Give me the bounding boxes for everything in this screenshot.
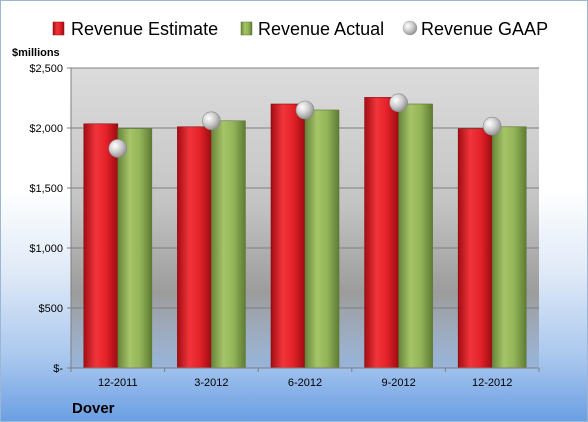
y-tick-label: $1,500 <box>29 183 63 195</box>
legend: Revenue Estimate Revenue Actual Revenue … <box>52 19 548 39</box>
marker-revenue-gaap <box>108 139 128 158</box>
legend-marker-gaap <box>402 20 418 36</box>
bar-revenue-estimate <box>177 126 212 369</box>
bar-revenue-estimate <box>457 128 493 369</box>
legend-label-actual: Revenue Actual <box>258 19 384 39</box>
bar-revenue-actual <box>117 128 153 369</box>
bar-revenue-actual <box>304 109 340 369</box>
legend-label-estimate: Revenue Estimate <box>71 19 218 39</box>
unit-label: $millions <box>12 47 60 59</box>
y-tick-label: $2,000 <box>29 123 63 135</box>
bar-revenue-estimate <box>270 103 306 369</box>
y-tick-label: $- <box>53 363 63 375</box>
marker-revenue-gaap <box>482 116 502 136</box>
marker-revenue-gaap <box>202 111 221 131</box>
x-tick-label: 6-2012 <box>288 377 322 389</box>
y-tick-label: $2,500 <box>29 63 63 75</box>
bar-revenue-estimate <box>83 123 119 369</box>
y-tick-label: $1,000 <box>29 243 63 255</box>
gaap-markers <box>108 93 502 158</box>
marker-revenue-gaap <box>295 100 315 120</box>
legend-label-gaap: Revenue GAAP <box>421 19 548 39</box>
company-name: Dover <box>72 400 115 417</box>
x-axis: 12-2011 3-2012 6-2012 9-2012 12-2012 <box>70 367 540 389</box>
y-axis: $- $500 $1,000 $1,500 $2,000 $2,500 <box>29 63 72 375</box>
bar-revenue-estimate <box>364 97 399 369</box>
y-tick-label: $500 <box>39 303 63 315</box>
bar-revenue-actual <box>491 126 527 369</box>
legend-swatch-actual <box>240 21 253 36</box>
bar-revenue-actual <box>211 120 246 369</box>
x-tick-label: 12-2012 <box>472 377 512 389</box>
marker-revenue-gaap <box>389 93 408 113</box>
bars <box>83 97 527 369</box>
x-tick-label: 3-2012 <box>194 377 228 389</box>
legend-swatch-estimate <box>52 21 65 36</box>
x-tick-label: 9-2012 <box>381 377 415 389</box>
x-tick-label: 12-2011 <box>98 377 138 389</box>
bar-revenue-actual <box>398 103 433 369</box>
